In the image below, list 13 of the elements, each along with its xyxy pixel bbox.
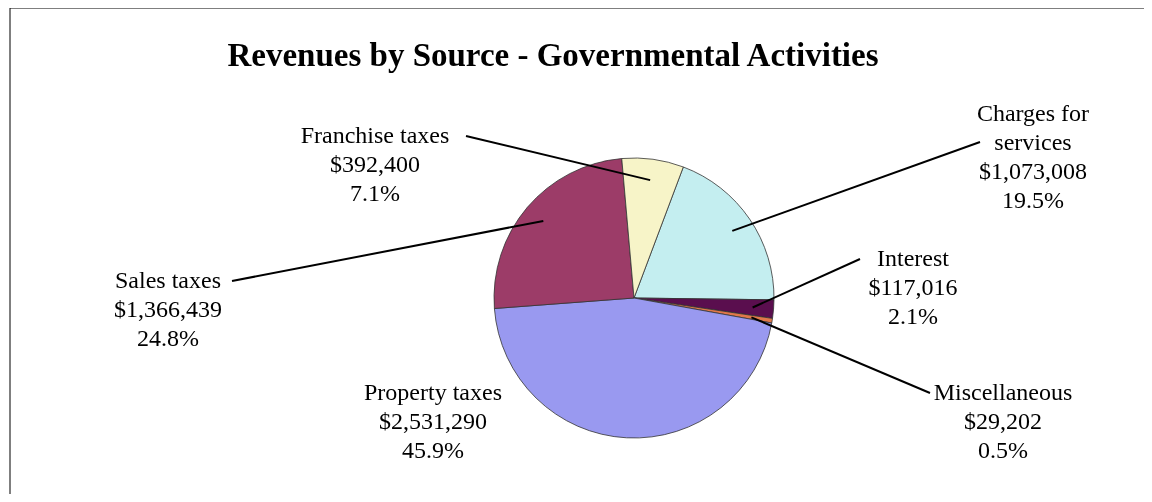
- slice-label: Miscellaneous: [933, 379, 1073, 405]
- slice-label: Property taxes: [364, 379, 502, 405]
- slice-label: Franchise taxes: [300, 122, 450, 148]
- chart-title: Revenues by Source - Governmental Activities: [227, 37, 879, 73]
- data-label: $2,531,290 45.9%: [379, 408, 487, 463]
- data-label: $117,016 2.1%: [868, 274, 958, 329]
- slice-label: Sales taxes: [115, 267, 221, 293]
- data-label: $392,400 7.1%: [330, 151, 420, 206]
- data-label: $29,202 0.5%: [964, 408, 1042, 463]
- data-label: $1,073,008 19.5%: [979, 158, 1087, 213]
- slice-label: Charges for services: [976, 100, 1090, 155]
- data-label: $1,366,439 24.8%: [114, 296, 222, 351]
- slice-label: Interest: [877, 245, 950, 271]
